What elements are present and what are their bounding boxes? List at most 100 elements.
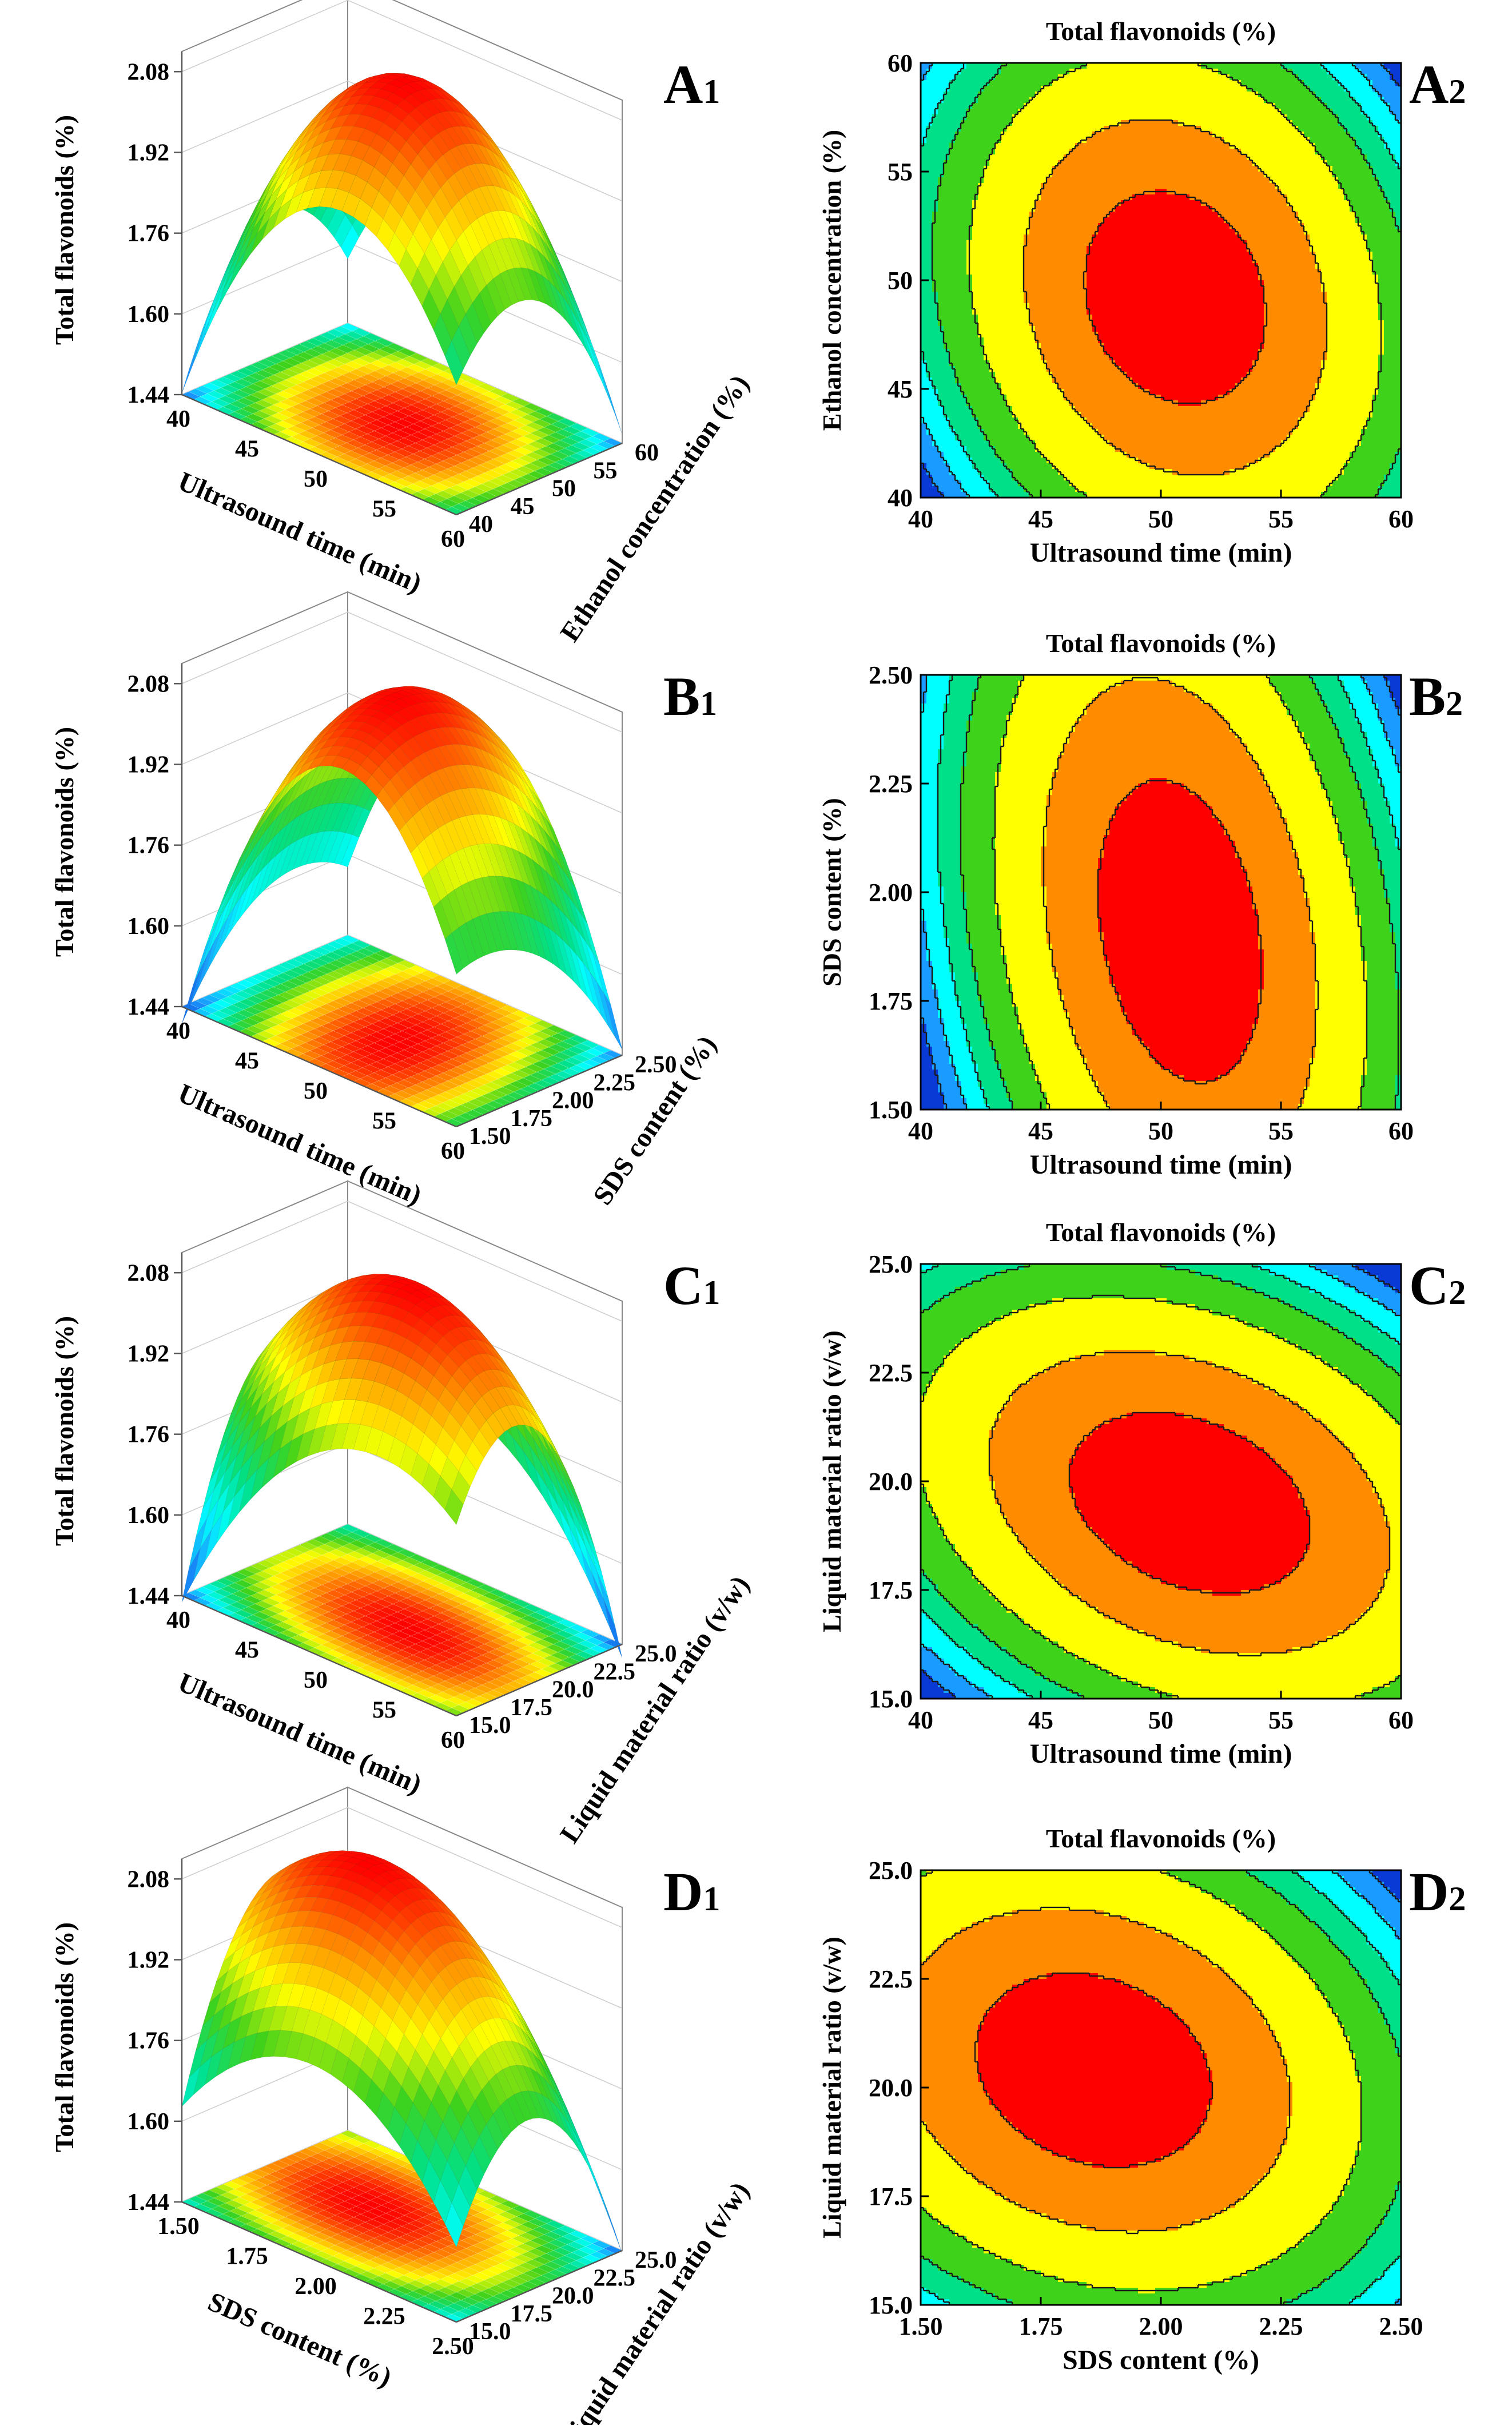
contour-cell (1047, 389, 1053, 395)
panel-label: A1 (663, 54, 720, 115)
contour-cell (989, 463, 996, 470)
contour-cell (1081, 183, 1087, 189)
contour-cell (949, 63, 956, 69)
contour-cell (1029, 360, 1036, 367)
contour-cell (1012, 74, 1018, 81)
contour-cell (926, 212, 933, 218)
contour-cell (1012, 303, 1018, 309)
contour-cell (1069, 326, 1076, 332)
contour-cell (1001, 377, 1007, 384)
contour-cell (966, 126, 973, 132)
contour-cell (938, 86, 944, 92)
contour-cell (966, 429, 973, 435)
contour-cell (932, 252, 938, 258)
contour-cell (926, 355, 933, 361)
contour-cell (944, 257, 950, 264)
contour-cell (1035, 109, 1041, 115)
contour-cell (938, 292, 944, 298)
contour-cell (1052, 423, 1059, 430)
contour-cell (932, 69, 938, 75)
contour-cell (1047, 406, 1053, 412)
contour-cell (1012, 458, 1018, 464)
contour-cell (984, 372, 990, 378)
contour-cell (1041, 400, 1047, 407)
contour-cell (1001, 194, 1007, 201)
y-tick-label: 40 (469, 511, 493, 538)
contour-cell (944, 297, 950, 304)
contour-cell (1001, 486, 1007, 492)
contour-cell (972, 217, 978, 224)
contour-cell (1024, 126, 1030, 132)
contour-cell (1069, 154, 1076, 161)
contour-cell (1012, 389, 1018, 395)
contour-cell (1058, 446, 1064, 452)
contour-cell (1024, 137, 1030, 144)
contour-cell (1029, 303, 1036, 309)
contour-cell (926, 332, 933, 338)
contour-cell (989, 326, 996, 332)
contour-cell (1047, 337, 1053, 344)
contour-cell (949, 377, 956, 384)
contour-cell (1058, 337, 1064, 344)
contour-cell (1029, 126, 1036, 132)
contour-cell (1058, 183, 1064, 189)
contour-cell (1047, 395, 1053, 401)
contour-cell (1006, 252, 1013, 258)
contour-cell (966, 440, 973, 447)
contour-cell (1018, 92, 1024, 98)
contour-cell (949, 303, 956, 309)
contour-cell (1069, 114, 1076, 121)
contour-cell (984, 332, 990, 338)
contour-cell (1018, 206, 1024, 212)
contour-cell (938, 246, 944, 252)
contour-cell (989, 360, 996, 367)
contour-cell (1018, 74, 1024, 81)
contour-cell (938, 383, 944, 389)
contour-cell (1035, 355, 1041, 361)
contour-cell (1075, 166, 1081, 172)
contour-cell (1052, 366, 1059, 372)
contour-cell (1058, 303, 1064, 309)
contour-cell (938, 372, 944, 378)
contour-cell (1075, 475, 1081, 481)
contour-cell (1069, 452, 1076, 458)
contour-cell (1001, 280, 1007, 287)
contour-cell (1041, 486, 1047, 492)
contour-cell (1029, 412, 1036, 418)
contour-cell (1052, 63, 1059, 69)
contour-cell (972, 103, 978, 109)
contour-cell (938, 309, 944, 315)
contour-cell (1047, 275, 1053, 281)
contour-cell (1012, 120, 1018, 126)
contour-cell (949, 103, 956, 109)
contour-cell (955, 166, 961, 172)
contour-cell (1052, 217, 1059, 224)
contour-cell (1069, 132, 1076, 138)
contour-cell (1075, 229, 1081, 235)
z-axis-label: Total flavonoids (%) (50, 115, 79, 345)
contour-cell (1069, 80, 1076, 86)
contour-cell (1001, 440, 1007, 447)
contour-cell (1018, 172, 1024, 178)
contour-cell (1006, 92, 1013, 98)
contour-cell (944, 143, 950, 149)
contour-cell (949, 486, 956, 492)
contour-cell (984, 120, 990, 126)
contour-cell (989, 383, 996, 389)
contour-cell (1006, 452, 1013, 458)
contour-cell (949, 217, 956, 224)
contour-cell (1064, 109, 1070, 115)
contour-cell (932, 418, 938, 424)
contour-cell (1012, 435, 1018, 441)
contour-cell (1041, 469, 1047, 475)
contour-cell (1041, 69, 1047, 75)
contour-cell (1069, 217, 1076, 224)
contour-cell (1058, 349, 1064, 355)
contour-cell (961, 217, 967, 224)
contour-cell (1029, 229, 1036, 235)
contour-cell (984, 86, 990, 92)
contour-cell (1001, 355, 1007, 361)
contour-cell (921, 303, 927, 309)
contour-cell (921, 246, 927, 252)
contour-cell (1069, 263, 1076, 269)
